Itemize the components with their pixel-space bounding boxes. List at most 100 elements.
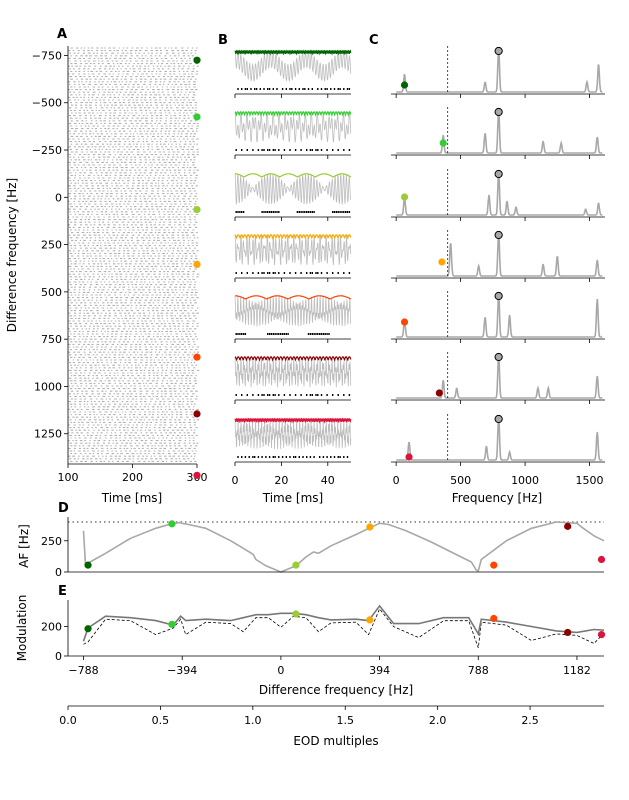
eod-xtick-label: 0.5 xyxy=(152,714,170,727)
panel-c-spectrum xyxy=(396,416,603,461)
panel-b-signal xyxy=(234,49,352,82)
panel-c-spectrum xyxy=(396,171,603,216)
panel-b-signal xyxy=(234,356,352,388)
panel-a-ylabel: Difference frequency [Hz] xyxy=(5,178,19,332)
panel-e-marker xyxy=(490,614,498,623)
panel-c-spectrum xyxy=(396,293,603,338)
panel-a-marker xyxy=(193,471,201,479)
panel-d-af: 0 250 xyxy=(41,517,606,579)
panel-d-af-line xyxy=(82,521,605,573)
panel-b-xtick-label: 0 xyxy=(232,474,239,487)
panel-b-envelope xyxy=(235,295,351,300)
ytick-label: 250 xyxy=(41,535,62,548)
panel-e-marker xyxy=(292,610,300,618)
panel-b-letter: B xyxy=(218,33,228,48)
panel-e-xtick-label: 0 xyxy=(277,664,284,677)
panel-e-xtick-label: −394 xyxy=(167,664,197,677)
panel-b-signal xyxy=(234,110,352,144)
panel-c-xtick-label: 500 xyxy=(450,474,471,487)
panel-b-spikes xyxy=(235,333,330,335)
panel-a-xtick-label: 100 xyxy=(58,471,79,484)
panel-e-dashed-series xyxy=(83,608,605,649)
panel-d-marker xyxy=(564,522,572,530)
panel-c-spectrum xyxy=(396,232,603,277)
eod-xtick-label: 2.5 xyxy=(521,714,539,727)
panel-a-raster: −750−500−250025050075010001250100200300 xyxy=(32,46,208,484)
panel-b-xtick-label: 20 xyxy=(274,474,288,487)
panel-a-marker xyxy=(193,56,201,64)
panel-b-signal xyxy=(234,234,352,266)
panel-b-envelope xyxy=(234,111,352,118)
ytick-label: 0 xyxy=(55,650,62,663)
panel-c-eod-peak-marker xyxy=(494,291,503,301)
panel-c-df-marker xyxy=(439,139,447,147)
panel-b-signal xyxy=(234,173,351,205)
panel-e-modulation: 0 200 −788 −394 0 394 788 1182 xyxy=(41,600,606,677)
panel-b-traces: 0 20 40 xyxy=(232,49,352,487)
panel-a-ytick-label: −750 xyxy=(32,49,62,62)
panel-e-modulation-line xyxy=(82,604,605,642)
panel-b-xlabel: Time [ms] xyxy=(262,491,324,505)
panel-c-spectra: 0 500 1000 1500 xyxy=(391,46,605,487)
panel-e-ylabel: Modulation xyxy=(15,595,29,662)
panel-d-ylabel: AF [Hz] xyxy=(17,524,31,568)
panel-a-ytick-label: −250 xyxy=(32,144,62,157)
panel-d-marker xyxy=(366,523,374,531)
panel-c-xtick-label: 1000 xyxy=(511,474,539,487)
panel-d-marker xyxy=(597,555,606,564)
panel-a-marker xyxy=(193,206,201,214)
panel-c-eod-peak-marker xyxy=(494,414,503,424)
panel-a-ytick-label: 0 xyxy=(55,191,62,204)
panel-a-ytick-label: 500 xyxy=(41,286,62,299)
eod-xtick-label: 2.0 xyxy=(429,714,447,727)
panel-a-xlabel: Time [ms] xyxy=(101,491,163,505)
panel-b-spikes xyxy=(237,88,351,90)
panel-b-spikes xyxy=(237,456,349,458)
panel-c-eod-peak-marker xyxy=(494,107,503,117)
panel-d-marker xyxy=(490,561,498,569)
panel-a-marker xyxy=(193,410,201,418)
panel-b-envelope xyxy=(234,417,352,424)
panel-c-spectrum xyxy=(396,48,603,93)
panel-b-signal xyxy=(234,418,352,450)
panel-b-envelope xyxy=(235,173,352,178)
eod-multiples-xlabel: EOD multiples xyxy=(293,734,378,748)
panel-c-df-marker xyxy=(435,389,443,397)
panel-d-letter: D xyxy=(58,501,69,516)
panel-a-ytick-label: 750 xyxy=(41,333,62,346)
panel-e-xtick-label: −788 xyxy=(68,664,98,677)
panel-a-marker xyxy=(193,260,201,269)
panel-d-marker xyxy=(168,520,176,528)
panel-e-marker xyxy=(564,628,572,637)
panel-c-eod-peak-marker xyxy=(494,46,503,56)
panel-a-ytick-label: 1250 xyxy=(34,428,62,441)
panel-e-marker xyxy=(366,616,374,624)
panel-b-envelope xyxy=(234,49,352,56)
panel-a-ytick-label: −500 xyxy=(32,97,62,110)
panel-b-spikes xyxy=(235,149,351,151)
eod-xtick-label: 1.0 xyxy=(244,714,262,727)
eod-xtick-label: 1.5 xyxy=(336,714,354,727)
panel-e-xtick-label: 394 xyxy=(369,664,390,677)
panel-c-eod-peak-marker xyxy=(494,230,503,240)
panel-b-signal xyxy=(234,295,352,327)
panel-b-xtick-label: 40 xyxy=(321,474,335,487)
panel-c-df-marker xyxy=(438,258,446,266)
panel-c-xlabel: Frequency [Hz] xyxy=(452,491,543,505)
panel-e-marker xyxy=(597,631,606,639)
panel-c-df-marker xyxy=(400,318,409,326)
panel-d-marker xyxy=(84,561,92,569)
panel-a-letter: A xyxy=(57,27,67,42)
panel-b-envelope xyxy=(234,356,352,363)
panel-c-xtick-label: 0 xyxy=(393,474,400,487)
panel-e-xtick-label: 1182 xyxy=(563,664,591,677)
eod-multiples-axis: 0.0 0.5 1.0 1.5 2.0 2.5 xyxy=(59,705,604,727)
panel-a-xtick-label: 200 xyxy=(122,471,143,484)
panel-b-spikes xyxy=(235,211,351,213)
raster-spikes xyxy=(68,47,200,462)
panel-d-marker xyxy=(292,561,300,569)
panel-e-xtick-label: 788 xyxy=(468,664,489,677)
ytick-label: 200 xyxy=(41,621,62,634)
panel-a-ytick-label: 250 xyxy=(41,239,62,252)
